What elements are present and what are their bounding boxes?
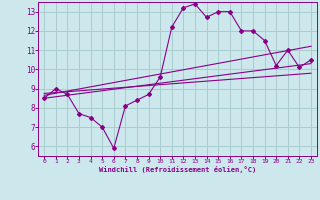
- X-axis label: Windchill (Refroidissement éolien,°C): Windchill (Refroidissement éolien,°C): [99, 166, 256, 173]
